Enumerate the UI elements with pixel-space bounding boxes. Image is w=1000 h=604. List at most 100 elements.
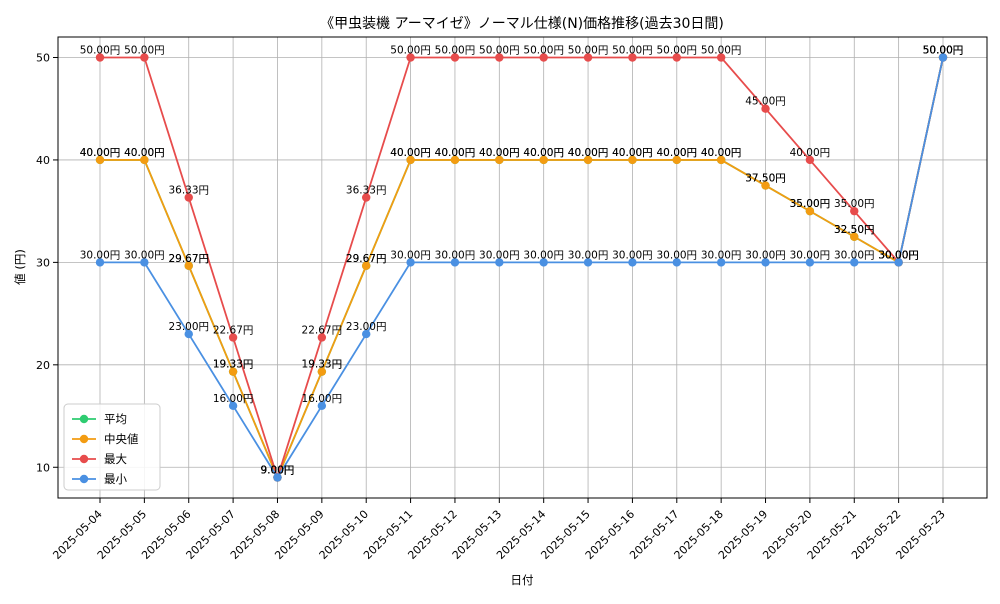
data-label: 40.00円 bbox=[435, 147, 476, 159]
legend-swatch-marker bbox=[79, 434, 89, 444]
data-point bbox=[850, 206, 859, 216]
data-label: 37.50円 bbox=[745, 173, 786, 185]
x-axis-label: 日付 bbox=[511, 573, 534, 587]
data-point bbox=[450, 53, 460, 62]
data-point bbox=[583, 258, 593, 267]
data-point bbox=[583, 155, 593, 165]
y-tick-label: 50 bbox=[36, 51, 50, 64]
y-tick-label: 20 bbox=[36, 359, 50, 372]
data-label: 40.00円 bbox=[612, 147, 653, 159]
data-label: 36.33円 bbox=[346, 185, 387, 197]
data-label: 50.00円 bbox=[923, 44, 964, 56]
data-label: 50.00円 bbox=[923, 44, 964, 56]
data-point bbox=[317, 367, 327, 376]
data-point bbox=[95, 53, 105, 62]
data-label: 40.00円 bbox=[568, 147, 609, 159]
legend-swatch-marker bbox=[79, 414, 89, 424]
data-point bbox=[495, 258, 504, 267]
data-label: 50.00円 bbox=[523, 44, 564, 56]
data-label: 32.50円 bbox=[834, 224, 875, 236]
data-label: 30.00円 bbox=[479, 249, 520, 261]
data-point bbox=[95, 155, 105, 165]
data-label: 40.00円 bbox=[435, 147, 476, 159]
data-point bbox=[450, 155, 460, 165]
data-label: 30.00円 bbox=[124, 249, 165, 261]
legend-swatch-marker bbox=[79, 454, 89, 464]
data-label: 50.00円 bbox=[80, 44, 121, 56]
data-label: 40.00円 bbox=[390, 147, 431, 159]
data-point bbox=[95, 258, 105, 267]
data-label: 40.00円 bbox=[124, 147, 165, 159]
data-label: 40.00円 bbox=[657, 147, 698, 159]
legend-label: 最小 bbox=[104, 472, 127, 486]
data-point bbox=[406, 155, 415, 165]
data-point bbox=[184, 329, 193, 339]
data-label: 23.00円 bbox=[168, 321, 209, 333]
legend-label: 平均 bbox=[104, 412, 127, 426]
data-point bbox=[894, 258, 903, 267]
data-label: 30.00円 bbox=[878, 249, 919, 261]
data-label: 22.67円 bbox=[213, 324, 254, 336]
data-label: 40.00円 bbox=[568, 147, 609, 159]
chart-title: 《甲虫装機 アーマイゼ》ノーマル仕様(N)価格推移(過去30日間) bbox=[320, 16, 724, 32]
data-point bbox=[850, 258, 859, 267]
y-tick-label: 10 bbox=[36, 461, 50, 474]
data-point bbox=[672, 53, 681, 62]
data-label: 40.00円 bbox=[390, 147, 431, 159]
series-line bbox=[100, 57, 944, 480]
series-line bbox=[100, 56, 944, 481]
data-label: 30.00円 bbox=[878, 249, 919, 261]
data-point bbox=[140, 258, 149, 267]
data-label: 40.00円 bbox=[701, 147, 742, 159]
data-label: 30.00円 bbox=[657, 249, 698, 261]
data-label: 30.00円 bbox=[878, 249, 919, 261]
legend-label: 中央値 bbox=[104, 432, 139, 446]
data-point bbox=[228, 333, 238, 342]
data-point bbox=[716, 258, 726, 267]
data-label: 9.00円 bbox=[261, 465, 295, 477]
data-label: 30.00円 bbox=[80, 249, 121, 261]
data-label: 30.00円 bbox=[612, 249, 653, 261]
data-point bbox=[805, 206, 815, 216]
data-point bbox=[628, 258, 637, 267]
data-point bbox=[539, 155, 548, 165]
data-label: 16.00円 bbox=[302, 393, 343, 405]
data-point bbox=[317, 333, 327, 342]
data-label: 50.00円 bbox=[124, 44, 165, 56]
legend-box bbox=[63, 403, 161, 491]
data-point bbox=[273, 473, 282, 482]
legend-swatch-marker bbox=[79, 474, 89, 484]
data-label: 50.00円 bbox=[923, 44, 964, 56]
data-point bbox=[362, 193, 371, 202]
data-point bbox=[672, 258, 681, 267]
series-line bbox=[100, 57, 944, 480]
data-label: 50.00円 bbox=[923, 44, 964, 56]
data-point bbox=[362, 329, 371, 339]
legend-label: 最大 bbox=[104, 452, 127, 466]
data-labels-layer: 40.00円 40.00円29.67円19.33円9.00円19.33円29.67… bbox=[80, 44, 964, 476]
data-label: 35.00円 bbox=[790, 198, 831, 210]
data-point bbox=[716, 155, 726, 165]
data-label: 40.00円 bbox=[523, 147, 564, 159]
data-point bbox=[362, 261, 371, 270]
data-label: 30.00円 bbox=[390, 249, 431, 261]
data-label: 29.67円 bbox=[168, 253, 209, 265]
data-label: 9.00円 bbox=[261, 465, 295, 477]
data-point bbox=[805, 258, 815, 267]
y-tick-label: 40 bbox=[36, 154, 50, 167]
data-label: 40.00円 bbox=[790, 147, 831, 159]
data-label: 50.00円 bbox=[568, 44, 609, 56]
data-label: 40.00円 bbox=[479, 147, 520, 159]
data-label: 19.33円 bbox=[213, 359, 254, 371]
data-point bbox=[140, 155, 149, 165]
data-point bbox=[406, 258, 415, 267]
data-label: 40.00円 bbox=[80, 147, 121, 159]
data-label: 9.00円 bbox=[261, 465, 295, 477]
data-label: 40.00円 bbox=[657, 147, 698, 159]
data-label: 40.00円 bbox=[523, 147, 564, 159]
data-point bbox=[539, 258, 548, 267]
data-point bbox=[539, 53, 548, 62]
